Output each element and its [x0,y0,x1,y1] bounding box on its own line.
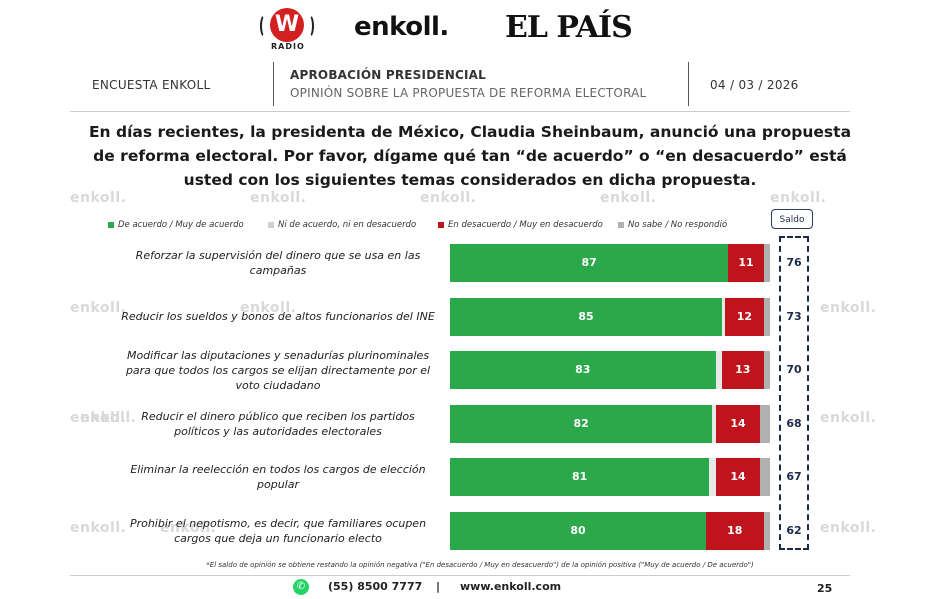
enkoll-watermark: enkoll. [70,300,127,316]
saldo-header: Saldo [771,209,813,229]
legend-item: De acuerdo / Muy de acuerdo [108,220,244,230]
enkoll-watermark: enkoll. [160,520,217,536]
category-label: Reducir el dinero público que reciben lo… [141,409,415,438]
bar-segment [722,297,726,336]
category-label: Prohibir el nepotismo, es decir, que fam… [129,516,427,545]
saldo-value: 67 [786,470,802,483]
bar-segment: 80 [450,511,706,550]
bar-segment: 18 [706,511,764,550]
survey-question: En días recientes, la presidenta de Méxi… [88,123,852,189]
legend-label: En desacuerdo / Muy en desacuerdo [448,220,603,230]
legend-swatch [618,221,624,228]
radio-wave-left-icon [260,14,270,38]
saldo-value: 76 [786,256,802,269]
footer-rule [70,575,850,576]
category-label: Modificar las diputaciones y senadurías … [125,348,431,392]
enkoll-watermark: enkoll. [70,410,127,426]
footer-website[interactable]: www.enkoll.com [460,580,562,593]
saldo-column-frame [779,236,809,550]
enkoll-watermark: enkoll. [80,410,137,426]
enkoll-watermark: enkoll. [240,300,297,316]
legend-swatch [438,221,444,228]
enkoll-watermark: enkoll. [770,190,827,206]
enkoll-watermark: enkoll. [250,190,307,206]
w-radio-logo: W RADIO [258,8,328,52]
enkoll-watermark: enkoll. [820,520,877,536]
bar-segment: 82 [450,404,713,443]
header-rule [70,111,850,112]
enkoll-watermark: enkoll. [420,190,477,206]
survey-source: ENCUESTA ENKOLL [92,78,211,92]
bar-segment: 12 [725,297,764,336]
enkoll-watermark: enkoll. [820,300,877,316]
footer-phone: (55) 8500 7777 [328,580,423,593]
legend-swatch [268,221,274,228]
enkoll-watermark: enkoll. [70,190,127,206]
bar-segment [763,297,770,336]
bar-segment [763,511,770,550]
saldo-value: 62 [786,523,802,537]
survey-header: ENCUESTA ENKOLL APROBACIÓN PRESIDENCIAL … [70,62,850,110]
bar-segment [715,351,722,389]
bar-segment: 81 [450,458,710,496]
bar-segment [760,458,770,496]
w-radio-letter: W [270,8,304,42]
survey-date: 04 / 03 / 2026 [710,78,799,92]
logo-bar: W RADIO enkoll. EL PAÍS [0,0,939,55]
bar-segment: 14 [715,458,761,496]
enkoll-logo: enkoll. [354,12,449,42]
enkoll-watermark: enkoll. [600,190,657,206]
legend-swatch [108,221,114,228]
bar-segment: 14 [715,404,761,443]
bar-segment: 85 [450,297,722,336]
chart-legend: De acuerdo / Muy de acuerdo Ni de acuerdo… [108,220,758,234]
category-label: Reducir los sueldos y bonos de altos fun… [121,310,435,323]
radio-wave-right-icon [304,14,314,38]
bar-segment [712,404,716,443]
footer-separator: | [436,580,441,593]
whatsapp-icon: ✆ [293,579,309,595]
bar-segment: 13 [722,351,764,389]
saldo-footnote: *El saldo de opinión se obtiene restando… [206,561,754,569]
bar-segment [709,458,716,496]
bar-segment: 11 [728,244,764,282]
legend-item: En desacuerdo / Muy en desacuerdo [438,220,603,230]
header-subtitle: OPINIÓN SOBRE LA PROPUESTA DE REFORMA EL… [290,86,647,100]
category-label: Eliminar la reelección en todos los carg… [130,463,426,491]
category-label: Reforzar la supervisión del dinero que s… [135,249,421,277]
bar-segment: 87 [450,244,729,282]
bar-segment [760,404,770,443]
bar-segment [763,244,770,282]
enkoll-watermark: enkoll. [820,410,877,426]
legend-item: Ni de acuerdo, ni en desacuerdo [268,220,416,230]
saldo-value: 70 [786,363,802,376]
header-divider [688,62,689,106]
bar-segment: 83 [450,351,716,389]
legend-label: Ni de acuerdo, ni en desacuerdo [278,220,417,230]
saldo-value: 68 [786,416,802,430]
el-pais-logo: EL PAÍS [505,10,633,45]
w-radio-text: RADIO [271,42,305,51]
legend-label: De acuerdo / Muy de acuerdo [118,220,244,230]
legend-label: No sabe / No respondió [628,220,728,230]
enkoll-watermark: enkoll. [70,520,127,536]
header-divider [273,62,274,106]
header-title: APROBACIÓN PRESIDENCIAL [290,68,486,82]
legend-item: No sabe / No respondió [618,220,727,230]
saldo-value: 73 [786,309,802,323]
page-number: 25 [817,582,833,595]
bar-segment [763,351,770,389]
